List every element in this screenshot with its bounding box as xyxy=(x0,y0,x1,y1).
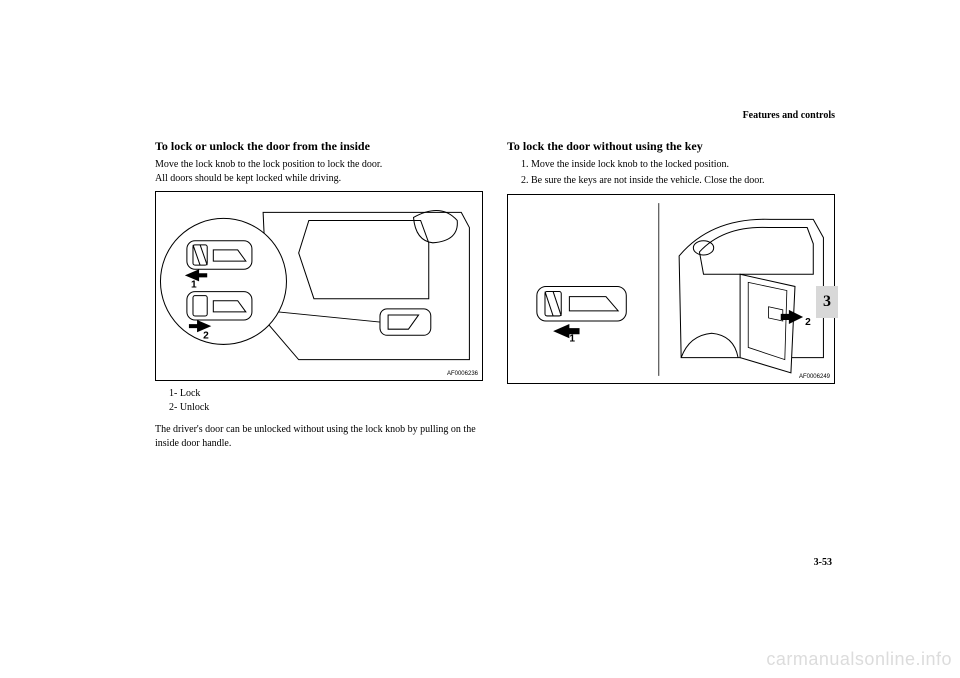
legend-item-1: 1- Lock xyxy=(169,387,483,401)
right-label-2: 2 xyxy=(805,317,811,328)
step-2: 2. Be sure the keys are not inside the v… xyxy=(521,174,835,188)
right-title: To lock the door without using the key xyxy=(507,139,835,154)
two-column-layout: To lock or unlock the door from the insi… xyxy=(155,139,835,456)
page-content: Features and controls To lock or unlock … xyxy=(155,110,835,456)
left-body: Move the lock knob to the lock position … xyxy=(155,158,483,185)
left-title: To lock or unlock the door from the insi… xyxy=(155,139,483,154)
right-figure-id: AF0006249 xyxy=(799,374,830,380)
legend-item-2: 2- Unlock xyxy=(169,401,483,415)
watermark: carmanualsonline.info xyxy=(766,649,952,670)
right-figure: 1 2 AF00 xyxy=(507,194,835,384)
door-lock-diagram-icon: 1 2 xyxy=(156,192,482,380)
label-2: 2 xyxy=(203,330,209,341)
step-1: 1. Move the inside lock knob to the lock… xyxy=(521,158,835,172)
left-figure: 1 2 AF0006236 xyxy=(155,191,483,381)
left-body-line1: Move the lock knob to the lock position … xyxy=(155,159,382,170)
right-label-1: 1 xyxy=(569,333,575,344)
left-body-line2: All doors should be kept locked while dr… xyxy=(155,173,341,184)
door-close-diagram-icon: 1 2 xyxy=(508,195,834,383)
right-column: To lock the door without using the key 1… xyxy=(507,139,835,456)
label-1: 1 xyxy=(191,280,197,291)
page-number: 3-53 xyxy=(814,557,832,568)
right-steps: 1. Move the inside lock knob to the lock… xyxy=(521,158,835,188)
chapter-tab: 3 xyxy=(816,286,838,318)
left-footer-text: The driver's door can be unlocked withou… xyxy=(155,423,483,450)
header-section-title: Features and controls xyxy=(155,110,835,121)
left-figure-id: AF0006236 xyxy=(447,371,478,377)
left-column: To lock or unlock the door from the insi… xyxy=(155,139,483,456)
left-legend: 1- Lock 2- Unlock xyxy=(169,387,483,415)
